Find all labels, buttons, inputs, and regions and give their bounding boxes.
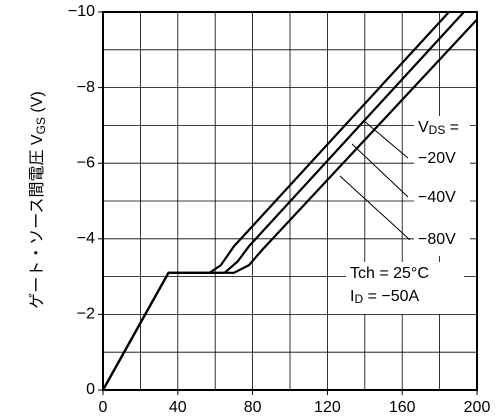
annotation: ID = −50A	[350, 288, 420, 306]
annotation: Tch = 25°C	[350, 265, 429, 282]
leader-line	[351, 143, 409, 198]
x-tick-label: 0	[99, 399, 108, 416]
label-bg	[414, 116, 470, 256]
x-tick-label: 80	[244, 399, 262, 416]
annotation-text: DS	[429, 123, 446, 137]
y-tick-label: −8	[77, 79, 95, 96]
series-label: −80V	[418, 231, 456, 248]
leader-line	[339, 175, 411, 241]
x-tick-label: 120	[314, 399, 341, 416]
series-line	[102, 18, 478, 391]
x-tick-label: 200	[464, 399, 491, 416]
y-tick-label: −10	[68, 3, 95, 20]
x-tick-label: 160	[389, 399, 416, 416]
label-bg	[346, 262, 464, 314]
y-axis-label: ゲート・ソース間電圧 VGS (V)	[28, 91, 48, 308]
leader-line	[363, 120, 409, 159]
series-label: −20V	[418, 150, 456, 167]
annotation: VDS =	[418, 119, 459, 137]
annotation-text: =	[445, 119, 459, 136]
annotation-text: I	[350, 288, 354, 305]
annotation-text: V	[418, 119, 429, 136]
annotation-text: = −50A	[363, 288, 419, 305]
series-label: −40V	[418, 189, 456, 206]
annotation-text: D	[354, 292, 363, 306]
x-tick-label: 40	[169, 399, 187, 416]
plot-frame	[102, 11, 478, 391]
y-tick-label: −6	[77, 154, 95, 171]
y-tick-label: −4	[77, 230, 95, 247]
y-tick-label: −2	[77, 306, 95, 323]
y-tick-label: 0	[86, 381, 95, 398]
